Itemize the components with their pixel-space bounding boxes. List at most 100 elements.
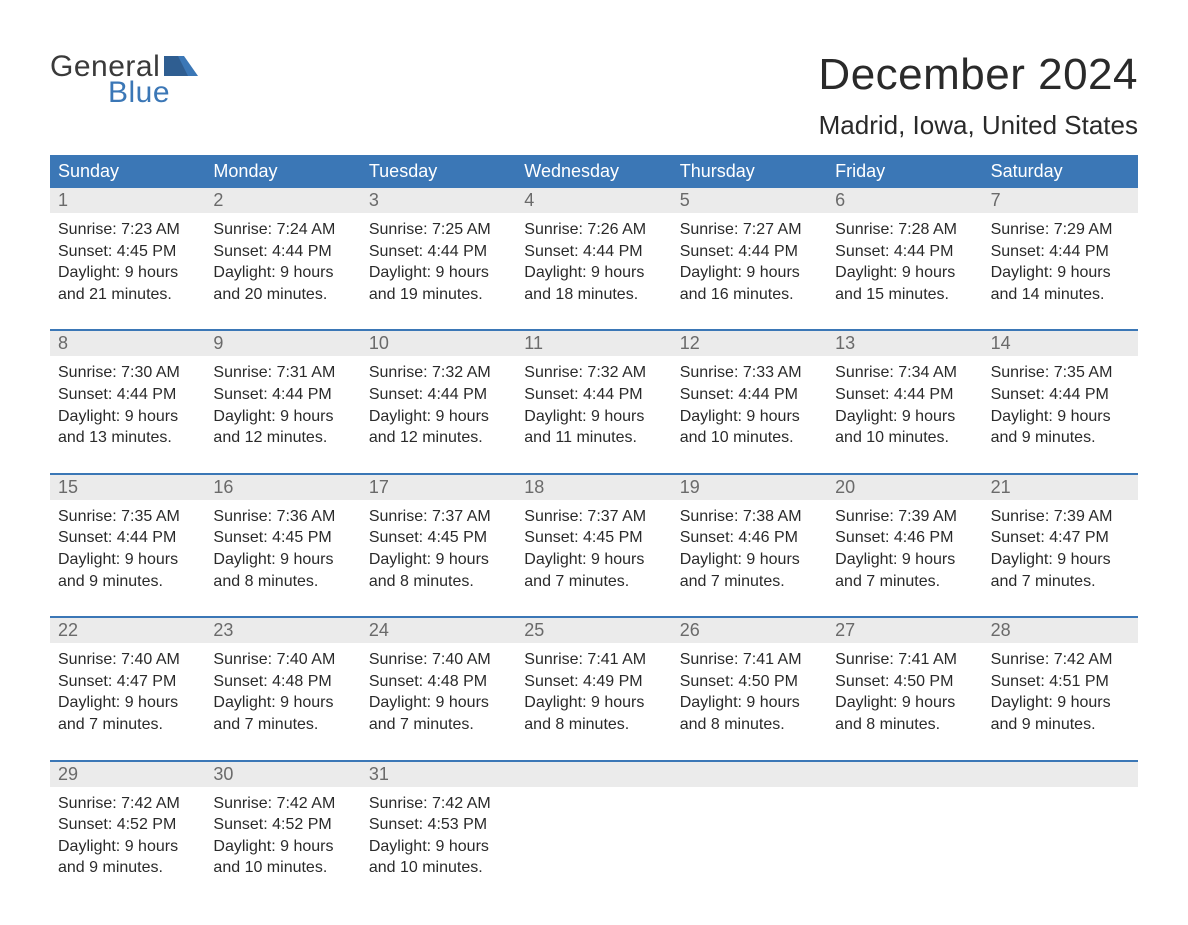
sunset-text: Sunset: 4:44 PM — [991, 384, 1130, 406]
calendar-week: 15161718192021Sunrise: 7:35 AMSunset: 4:… — [50, 473, 1138, 598]
day-cell: Sunrise: 7:41 AMSunset: 4:50 PMDaylight:… — [827, 643, 982, 741]
sunset-text: Sunset: 4:44 PM — [680, 241, 819, 263]
sunrise-text: Sunrise: 7:35 AM — [991, 362, 1130, 384]
day-number: 29 — [50, 762, 205, 787]
day-number: 14 — [983, 331, 1138, 356]
daylight-text-line1: Daylight: 9 hours — [835, 406, 974, 428]
sunrise-text: Sunrise: 7:27 AM — [680, 219, 819, 241]
sunset-text: Sunset: 4:50 PM — [835, 671, 974, 693]
day-number: 23 — [205, 618, 360, 643]
day-cell: Sunrise: 7:32 AMSunset: 4:44 PMDaylight:… — [361, 356, 516, 454]
day-number — [827, 762, 982, 787]
logo-word-blue: Blue — [108, 76, 170, 110]
daylight-text-line1: Daylight: 9 hours — [213, 836, 352, 858]
day-number: 26 — [672, 618, 827, 643]
day-number: 7 — [983, 188, 1138, 213]
day-cell — [827, 787, 982, 885]
sunrise-text: Sunrise: 7:26 AM — [524, 219, 663, 241]
weeks-container: 1234567Sunrise: 7:23 AMSunset: 4:45 PMDa… — [50, 188, 1138, 885]
sunset-text: Sunset: 4:44 PM — [835, 241, 974, 263]
daylight-text-line1: Daylight: 9 hours — [369, 406, 508, 428]
sunrise-text: Sunrise: 7:23 AM — [58, 219, 197, 241]
weekday-header: Friday — [827, 155, 982, 188]
weekday-header-row: Sunday Monday Tuesday Wednesday Thursday… — [50, 155, 1138, 188]
daylight-text-line2: and 8 minutes. — [369, 571, 508, 593]
day-cell — [516, 787, 671, 885]
daylight-text-line2: and 7 minutes. — [524, 571, 663, 593]
calendar-week: 22232425262728Sunrise: 7:40 AMSunset: 4:… — [50, 616, 1138, 741]
day-number: 25 — [516, 618, 671, 643]
daylight-text-line2: and 9 minutes. — [58, 571, 197, 593]
weekday-header: Saturday — [983, 155, 1138, 188]
day-cell: Sunrise: 7:35 AMSunset: 4:44 PMDaylight:… — [983, 356, 1138, 454]
sunrise-text: Sunrise: 7:40 AM — [369, 649, 508, 671]
sunrise-text: Sunrise: 7:42 AM — [213, 793, 352, 815]
calendar-week: 891011121314Sunrise: 7:30 AMSunset: 4:44… — [50, 329, 1138, 454]
daylight-text-line1: Daylight: 9 hours — [680, 262, 819, 284]
sunset-text: Sunset: 4:44 PM — [369, 384, 508, 406]
sunrise-text: Sunrise: 7:41 AM — [680, 649, 819, 671]
daylight-text-line1: Daylight: 9 hours — [213, 406, 352, 428]
day-number: 21 — [983, 475, 1138, 500]
day-number: 16 — [205, 475, 360, 500]
daylight-text-line1: Daylight: 9 hours — [991, 406, 1130, 428]
weekday-header: Thursday — [672, 155, 827, 188]
day-number: 13 — [827, 331, 982, 356]
daylight-text-line1: Daylight: 9 hours — [991, 549, 1130, 571]
daylight-text-line2: and 9 minutes. — [991, 714, 1130, 736]
day-number: 9 — [205, 331, 360, 356]
sunrise-text: Sunrise: 7:35 AM — [58, 506, 197, 528]
sunrise-text: Sunrise: 7:37 AM — [524, 506, 663, 528]
daylight-text-line1: Daylight: 9 hours — [524, 406, 663, 428]
sunset-text: Sunset: 4:52 PM — [213, 814, 352, 836]
daylight-text-line1: Daylight: 9 hours — [58, 836, 197, 858]
sunset-text: Sunset: 4:52 PM — [58, 814, 197, 836]
daylight-text-line1: Daylight: 9 hours — [680, 406, 819, 428]
sunset-text: Sunset: 4:44 PM — [58, 384, 197, 406]
daylight-text-line2: and 10 minutes. — [369, 857, 508, 879]
daylight-text-line1: Daylight: 9 hours — [213, 262, 352, 284]
day-cell: Sunrise: 7:42 AMSunset: 4:51 PMDaylight:… — [983, 643, 1138, 741]
page-header: General Blue December 2024 Madrid, Iowa,… — [50, 50, 1138, 141]
day-cell: Sunrise: 7:41 AMSunset: 4:50 PMDaylight:… — [672, 643, 827, 741]
sunset-text: Sunset: 4:51 PM — [991, 671, 1130, 693]
daylight-text-line1: Daylight: 9 hours — [369, 262, 508, 284]
daylight-text-line2: and 10 minutes. — [835, 427, 974, 449]
sunset-text: Sunset: 4:46 PM — [680, 527, 819, 549]
daylight-text-line2: and 7 minutes. — [58, 714, 197, 736]
daylight-text-line2: and 18 minutes. — [524, 284, 663, 306]
daylight-text-line1: Daylight: 9 hours — [58, 262, 197, 284]
day-cell: Sunrise: 7:39 AMSunset: 4:47 PMDaylight:… — [983, 500, 1138, 598]
sunset-text: Sunset: 4:44 PM — [835, 384, 974, 406]
daylight-text-line2: and 8 minutes. — [524, 714, 663, 736]
day-number-row: 15161718192021 — [50, 475, 1138, 500]
day-number: 24 — [361, 618, 516, 643]
daylight-text-line1: Daylight: 9 hours — [680, 549, 819, 571]
day-cell: Sunrise: 7:38 AMSunset: 4:46 PMDaylight:… — [672, 500, 827, 598]
daylight-text-line1: Daylight: 9 hours — [213, 692, 352, 714]
daylight-text-line1: Daylight: 9 hours — [213, 549, 352, 571]
day-number: 17 — [361, 475, 516, 500]
daylight-text-line1: Daylight: 9 hours — [835, 692, 974, 714]
day-cell: Sunrise: 7:23 AMSunset: 4:45 PMDaylight:… — [50, 213, 205, 311]
sunrise-text: Sunrise: 7:37 AM — [369, 506, 508, 528]
day-number: 2 — [205, 188, 360, 213]
day-cell: Sunrise: 7:29 AMSunset: 4:44 PMDaylight:… — [983, 213, 1138, 311]
sunrise-text: Sunrise: 7:41 AM — [835, 649, 974, 671]
daylight-text-line1: Daylight: 9 hours — [680, 692, 819, 714]
sunset-text: Sunset: 4:49 PM — [524, 671, 663, 693]
day-number: 8 — [50, 331, 205, 356]
day-cell: Sunrise: 7:27 AMSunset: 4:44 PMDaylight:… — [672, 213, 827, 311]
day-number: 27 — [827, 618, 982, 643]
calendar-week: 293031Sunrise: 7:42 AMSunset: 4:52 PMDay… — [50, 760, 1138, 885]
brand-logo: General Blue — [50, 50, 198, 110]
day-number: 22 — [50, 618, 205, 643]
daylight-text-line1: Daylight: 9 hours — [369, 836, 508, 858]
day-cell — [983, 787, 1138, 885]
day-cell: Sunrise: 7:35 AMSunset: 4:44 PMDaylight:… — [50, 500, 205, 598]
day-cell: Sunrise: 7:34 AMSunset: 4:44 PMDaylight:… — [827, 356, 982, 454]
day-number — [672, 762, 827, 787]
sunrise-text: Sunrise: 7:42 AM — [369, 793, 508, 815]
day-number — [983, 762, 1138, 787]
weekday-header: Sunday — [50, 155, 205, 188]
